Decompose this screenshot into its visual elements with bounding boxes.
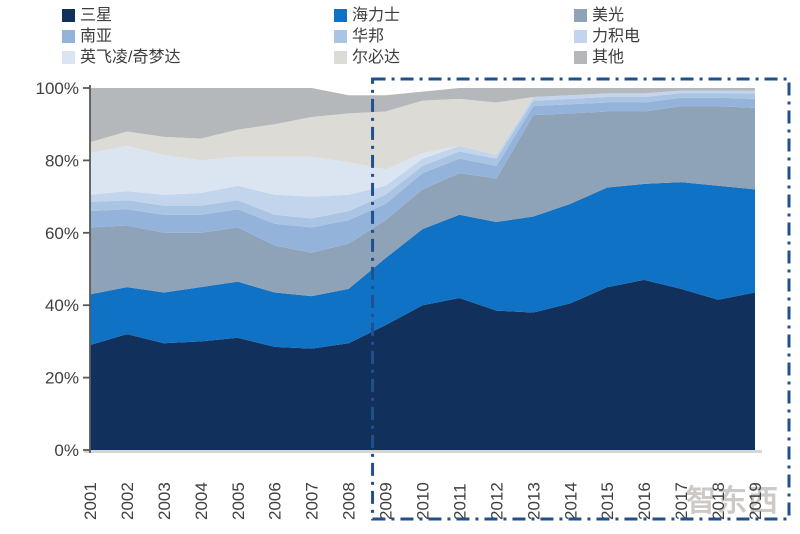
y-axis-label: 20% (45, 369, 79, 388)
legend-item-others: 其他 (574, 47, 792, 68)
watermark: 智东西 (686, 485, 779, 518)
area-series-infineon-qimonda (90, 90, 755, 197)
x-axis-label: 2009 (377, 482, 396, 520)
y-axis-label: 80% (45, 151, 79, 170)
x-axis-line (84, 450, 762, 453)
x-axis-label-group: 2013 (524, 482, 543, 520)
x-axis-label-group: 2001 (81, 482, 100, 520)
area-series-elpida (90, 90, 755, 170)
x-axis-label-group: 2017 (672, 482, 691, 520)
x-axis-label-group: 2019 (746, 482, 765, 520)
legend-label: 三星 (80, 6, 113, 24)
y-axis-label: 40% (45, 296, 79, 315)
x-axis-label-group: 2004 (192, 482, 211, 520)
x-axis-label-group: 2005 (229, 482, 248, 520)
x-axis-label-group: 2011 (450, 483, 469, 520)
legend-swatch-infineon-qimonda (62, 51, 75, 64)
area-series-samsung (90, 279, 755, 450)
area-series-nanya (90, 97, 755, 253)
x-axis-label-group: 2015 (598, 482, 617, 520)
area-series-sk-hynix (90, 182, 755, 349)
x-axis-label-group: 2012 (487, 482, 506, 520)
legend-swatch-winbond (334, 30, 347, 43)
x-axis-label-group: 2016 (635, 482, 654, 520)
area-series-micron (90, 106, 755, 297)
x-axis-label: 2008 (340, 482, 359, 520)
legend-swatch-others (574, 51, 587, 64)
legend-label: 海力士 (352, 6, 401, 24)
x-axis-label: 2006 (266, 482, 285, 520)
legend-label: 其他 (592, 48, 625, 66)
legend-item-nanya: 南亚 (62, 26, 334, 47)
y-axis-label: 0% (54, 441, 79, 460)
highlight-box (371, 77, 791, 521)
area-series-others (90, 88, 755, 143)
x-axis-label-group: 2008 (340, 482, 359, 520)
legend-swatch-micron (574, 9, 587, 22)
x-axis-label: 2017 (672, 482, 691, 520)
legend-item-powerchip: 力积电 (574, 26, 792, 47)
legend-item-elpida: 尔必达 (334, 47, 574, 68)
legend-item-winbond: 华邦 (334, 26, 574, 47)
x-axis-label-group: 2007 (303, 482, 322, 520)
x-axis-label-group: 2002 (118, 482, 137, 520)
x-axis-label-group: 2003 (155, 482, 174, 520)
x-axis-label-group: 2010 (414, 482, 433, 520)
x-axis-label: 2013 (524, 482, 543, 520)
legend-item-infineon-qimonda: 英飞凌/奇梦达 (62, 47, 334, 68)
x-axis-label: 2002 (118, 482, 137, 520)
x-axis-label: 2007 (303, 482, 322, 520)
legend-item-micron: 美光 (574, 5, 792, 26)
x-axis-label: 2018 (709, 482, 728, 520)
legend-item-sk-hynix: 海力士 (334, 5, 574, 26)
x-axis-label: 2010 (414, 482, 433, 520)
x-axis-label: 2016 (635, 482, 654, 520)
x-axis-label: 2001 (81, 482, 100, 520)
x-axis-label: 2019 (746, 482, 765, 520)
legend-label: 尔必达 (352, 48, 401, 66)
legend-label: 英飞凌/奇梦达 (80, 48, 181, 66)
y-axis-label: 100% (36, 79, 79, 98)
y-axis-label: 60% (45, 224, 79, 243)
legend-swatch-nanya (62, 30, 75, 43)
legend-label: 美光 (592, 6, 625, 24)
legend-label: 华邦 (352, 27, 385, 45)
legend-swatch-powerchip (574, 30, 587, 43)
x-axis-label: 2012 (487, 482, 506, 520)
x-axis-label-group: 2014 (561, 482, 580, 520)
x-axis-label: 2004 (192, 482, 211, 520)
legend-label: 南亚 (80, 27, 113, 45)
legend-item-samsung: 三星 (62, 5, 334, 26)
chart-legend: 三星 海力士 美光南亚 华邦 力积电英飞凌/奇梦达 尔必达 其他 (62, 5, 792, 68)
x-axis-label: 2005 (229, 482, 248, 520)
x-axis-label: 2011 (450, 483, 469, 520)
x-axis-label-group: 2018 (709, 482, 728, 520)
x-axis-label-group: 2009 (377, 482, 396, 520)
legend-swatch-elpida (334, 51, 347, 64)
x-axis-label: 2003 (155, 482, 174, 520)
legend-swatch-samsung (62, 9, 75, 22)
legend-swatch-sk-hynix (334, 9, 347, 22)
x-axis-label-group: 2006 (266, 482, 285, 520)
x-axis-label: 2014 (561, 482, 580, 520)
x-axis-label: 2015 (598, 482, 617, 520)
legend-label: 力积电 (592, 27, 641, 45)
